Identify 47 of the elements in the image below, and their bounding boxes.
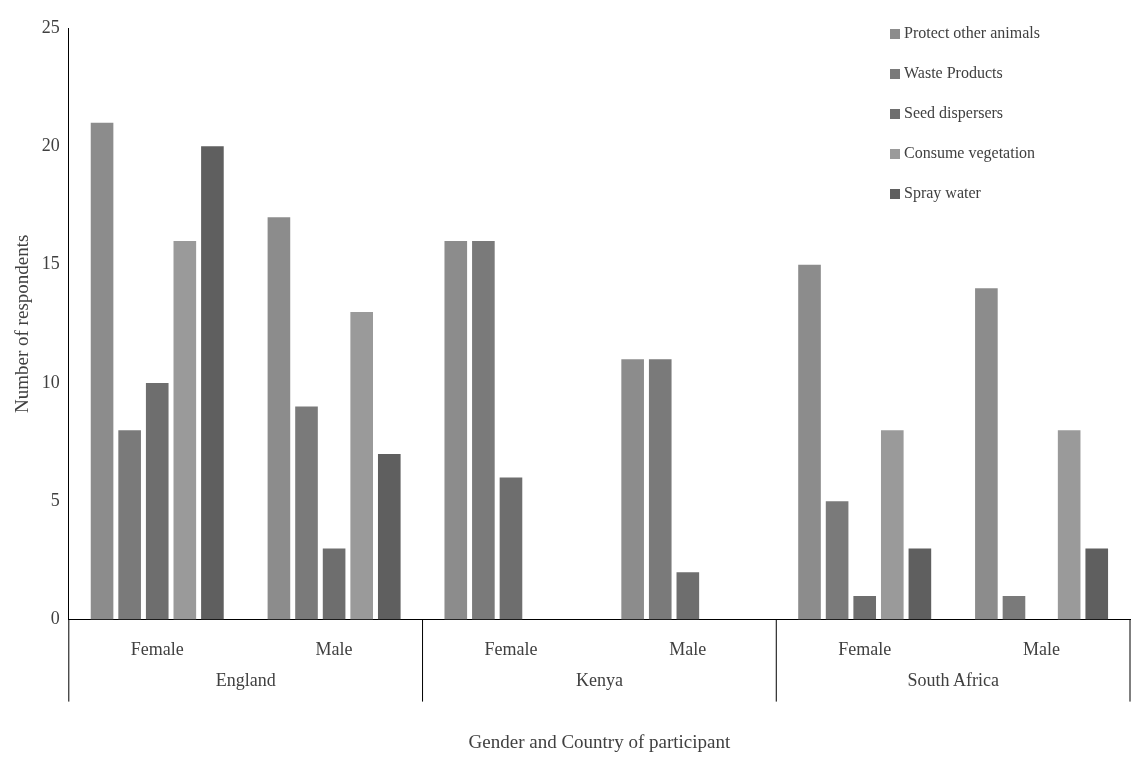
y-tick-label: 15 [41, 253, 60, 274]
x-tick-label: Female [130, 639, 184, 660]
bar [90, 122, 114, 620]
x-tick-label: Female [838, 639, 892, 660]
text: Kenya [575, 670, 623, 691]
bar [975, 288, 998, 620]
y-tick-label: 0 [50, 608, 60, 629]
bar [472, 240, 495, 620]
bar [295, 406, 318, 620]
y-axis-title: Number of respondents [11, 234, 33, 413]
bar [621, 359, 644, 620]
x-tick-label: Female [484, 639, 538, 660]
bar [118, 430, 141, 620]
bar [499, 477, 523, 620]
legend-label: Protect other animals [904, 24, 1040, 42]
x-axis-title: Gender and Country of participant [468, 730, 731, 752]
y-tick-label: 25 [41, 16, 60, 37]
bar [1002, 595, 1026, 620]
legend-label: Seed dispersers [904, 104, 1004, 123]
bar [173, 240, 197, 620]
legend-label: Waste Products [904, 64, 1003, 82]
y-tick-label: 10 [41, 371, 60, 392]
text: England [215, 670, 276, 691]
bar [880, 430, 904, 620]
bar [267, 217, 291, 620]
x-tick-label: Male [669, 639, 707, 660]
bar [201, 146, 224, 620]
bar [322, 548, 346, 620]
bar [798, 264, 821, 620]
bar [1057, 430, 1081, 620]
bar [908, 548, 932, 620]
bar [444, 240, 468, 620]
bar [145, 382, 169, 620]
text: South Africa [907, 670, 999, 691]
bar [825, 501, 849, 620]
y-tick-label: 20 [41, 135, 60, 156]
bar [853, 595, 877, 620]
y-tick-label: 5 [50, 490, 60, 511]
bar [648, 359, 672, 620]
bar [350, 311, 373, 620]
bar [1085, 548, 1109, 620]
bar [676, 572, 700, 620]
x-tick-label: Male [1023, 639, 1061, 660]
bar [377, 453, 401, 620]
legend-label: Spray water [904, 184, 982, 203]
x-tick-label: Male [315, 639, 353, 660]
legend-label: Consume vegetation [904, 144, 1036, 163]
